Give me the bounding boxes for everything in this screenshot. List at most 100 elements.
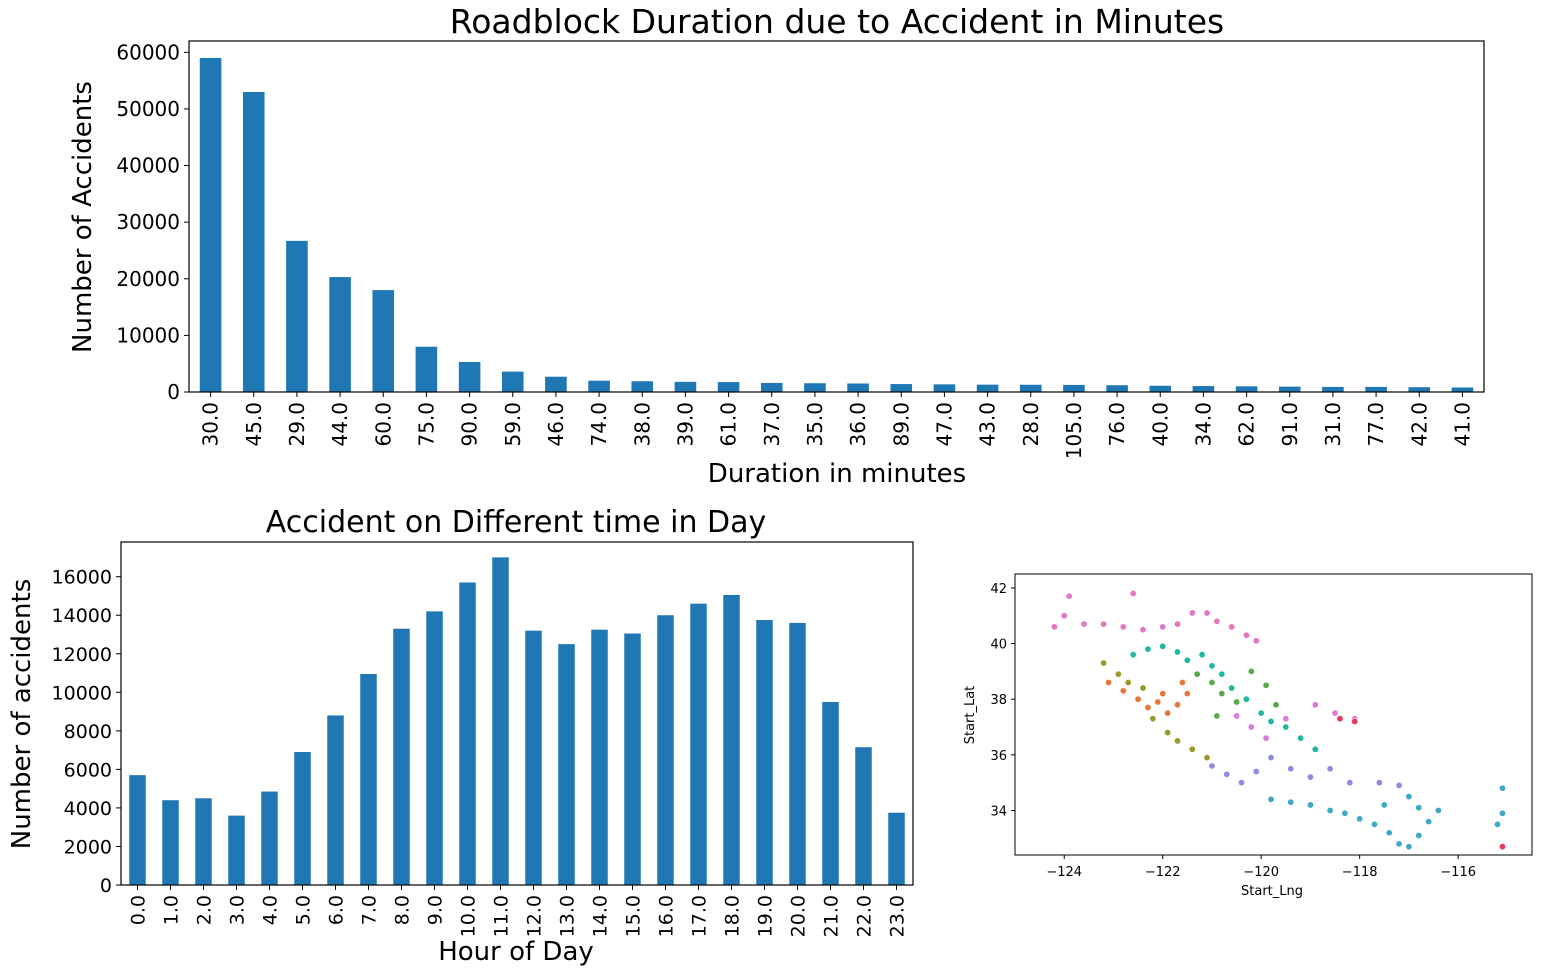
chart1-y-tick-label: 60000 — [116, 40, 180, 64]
chart3-x-tick-label: −118 — [1342, 865, 1378, 880]
chart1-x-tick-label: 40.0 — [1148, 402, 1172, 447]
scatter-point — [1149, 715, 1157, 723]
chart2-bar — [261, 791, 278, 885]
chart2-x-tick-label: 13.0 — [557, 895, 579, 937]
chart1-bar — [1019, 384, 1042, 392]
chart1-x-tick-label: 77.0 — [1364, 402, 1388, 447]
duration-bar-chart: Roadblock Duration due to Accident in Mi… — [68, 2, 1485, 489]
chart1-bar — [847, 383, 869, 392]
scatter-point — [1050, 623, 1058, 631]
chart2-bar — [624, 633, 641, 885]
chart2-bar — [855, 747, 872, 885]
chart1-bar — [760, 382, 783, 392]
scatter-point — [1203, 609, 1211, 617]
scatter-point — [1159, 642, 1167, 650]
scatter-point — [1242, 631, 1250, 639]
scatter-point — [1306, 801, 1314, 809]
chart1-bar — [545, 376, 567, 392]
scatter-point — [1247, 667, 1255, 675]
chart2-bar — [723, 594, 740, 885]
chart2-y-tick-label: 8000 — [64, 721, 112, 743]
chart1-bar — [1235, 386, 1258, 392]
scatter-point — [1164, 709, 1172, 717]
chart2-bar — [393, 628, 410, 885]
scatter-point — [1105, 679, 1113, 687]
chart1-x-tick-label: 90.0 — [458, 402, 482, 447]
chart2-bar — [558, 644, 575, 885]
chart1-x-tick-label: 28.0 — [1019, 402, 1043, 447]
chart2-x-tick-label: 23.0 — [887, 895, 909, 937]
scatter-point — [1080, 620, 1088, 628]
scatter-point — [1164, 729, 1172, 737]
chart1-title: Roadblock Duration due to Accident in Mi… — [450, 2, 1224, 41]
chart1-y-tick-label: 0 — [167, 380, 180, 404]
chart1-x-tick-label: 75.0 — [414, 402, 438, 447]
scatter-point — [1346, 779, 1354, 787]
chart1-x-tick-label: 59.0 — [501, 402, 525, 447]
scatter-point — [1223, 770, 1231, 778]
scatter-point — [1370, 820, 1378, 828]
chart1-x-tick-label: 74.0 — [587, 402, 611, 447]
chart3-ylabel: Start_Lat — [963, 686, 978, 745]
scatter-point — [1198, 651, 1206, 659]
scatter-point — [1159, 690, 1167, 698]
scatter-point — [1065, 592, 1073, 600]
chart1-ylabel: Number of Accidents — [68, 81, 98, 353]
chart2-bar — [888, 812, 905, 885]
chart1-bar — [890, 384, 913, 392]
chart1-x-tick-label: 42.0 — [1407, 402, 1431, 447]
scatter-point — [1134, 695, 1142, 703]
chart1-x-tick-label: 31.0 — [1321, 402, 1345, 447]
scatter-point — [1218, 690, 1226, 698]
chart3-x-tick-label: −124 — [1046, 865, 1082, 880]
scatter-point — [1267, 754, 1275, 762]
chart1-y-tick-label: 30000 — [116, 210, 180, 234]
scatter-point — [1208, 679, 1216, 687]
scatter-point — [1306, 773, 1314, 781]
chart2-bar — [129, 775, 146, 885]
chart1-bar — [286, 240, 308, 392]
chart2-x-tick-label: 10.0 — [458, 895, 480, 937]
scatter-point — [1139, 626, 1147, 634]
scatter-point — [1242, 695, 1250, 703]
scatter-point — [1287, 765, 1295, 773]
scatter-point — [1139, 684, 1147, 692]
scatter-point — [1405, 793, 1413, 801]
scatter-point — [1188, 745, 1196, 753]
scatter-point — [1311, 701, 1319, 709]
chart2-x-tick-label: 16.0 — [656, 895, 678, 937]
scatter-point — [1228, 623, 1236, 631]
scatter-point — [1213, 617, 1221, 625]
scatter-point — [1311, 745, 1319, 753]
chart1-x-tick-label: 29.0 — [285, 402, 309, 447]
chart2-x-tick-label: 14.0 — [590, 895, 612, 937]
scatter-point — [1183, 690, 1191, 698]
chart2-bar — [360, 673, 377, 885]
chart1-bar — [976, 384, 999, 392]
chart2-y-tick-label: 6000 — [64, 759, 112, 781]
scatter-point — [1287, 798, 1295, 806]
chart3-x-tick-label: −120 — [1243, 865, 1279, 880]
scatter-point — [1267, 795, 1275, 803]
scatter-point — [1233, 712, 1241, 720]
scatter-point — [1297, 734, 1305, 742]
chart1-x-tick-label: 61.0 — [717, 402, 741, 447]
chart2-x-tick-label: 19.0 — [755, 895, 777, 937]
chart1-bar — [588, 380, 610, 392]
scatter-point — [1218, 670, 1226, 678]
chart1-x-tick-label: 46.0 — [544, 402, 568, 447]
scatter-point — [1252, 637, 1260, 645]
chart1-x-tick-label: 35.0 — [803, 402, 827, 447]
chart2-x-tick-label: 2.0 — [194, 895, 216, 925]
chart2-title: Accident on Different time in Day — [266, 505, 766, 540]
chart1-x-tick-label: 34.0 — [1191, 402, 1215, 447]
location-scatter-chart: Start_Lng Start_Lat −124 −122 −120 −118 −116… — [963, 573, 1533, 899]
scatter-point — [1129, 651, 1137, 659]
scatter-point — [1341, 809, 1349, 817]
chart1-bar — [199, 57, 222, 392]
scatter-point — [1193, 670, 1201, 678]
chart1-bar — [1365, 386, 1387, 392]
chart1-bar — [458, 361, 481, 392]
scatter-point — [1100, 620, 1108, 628]
chart1-bar — [1278, 386, 1301, 392]
